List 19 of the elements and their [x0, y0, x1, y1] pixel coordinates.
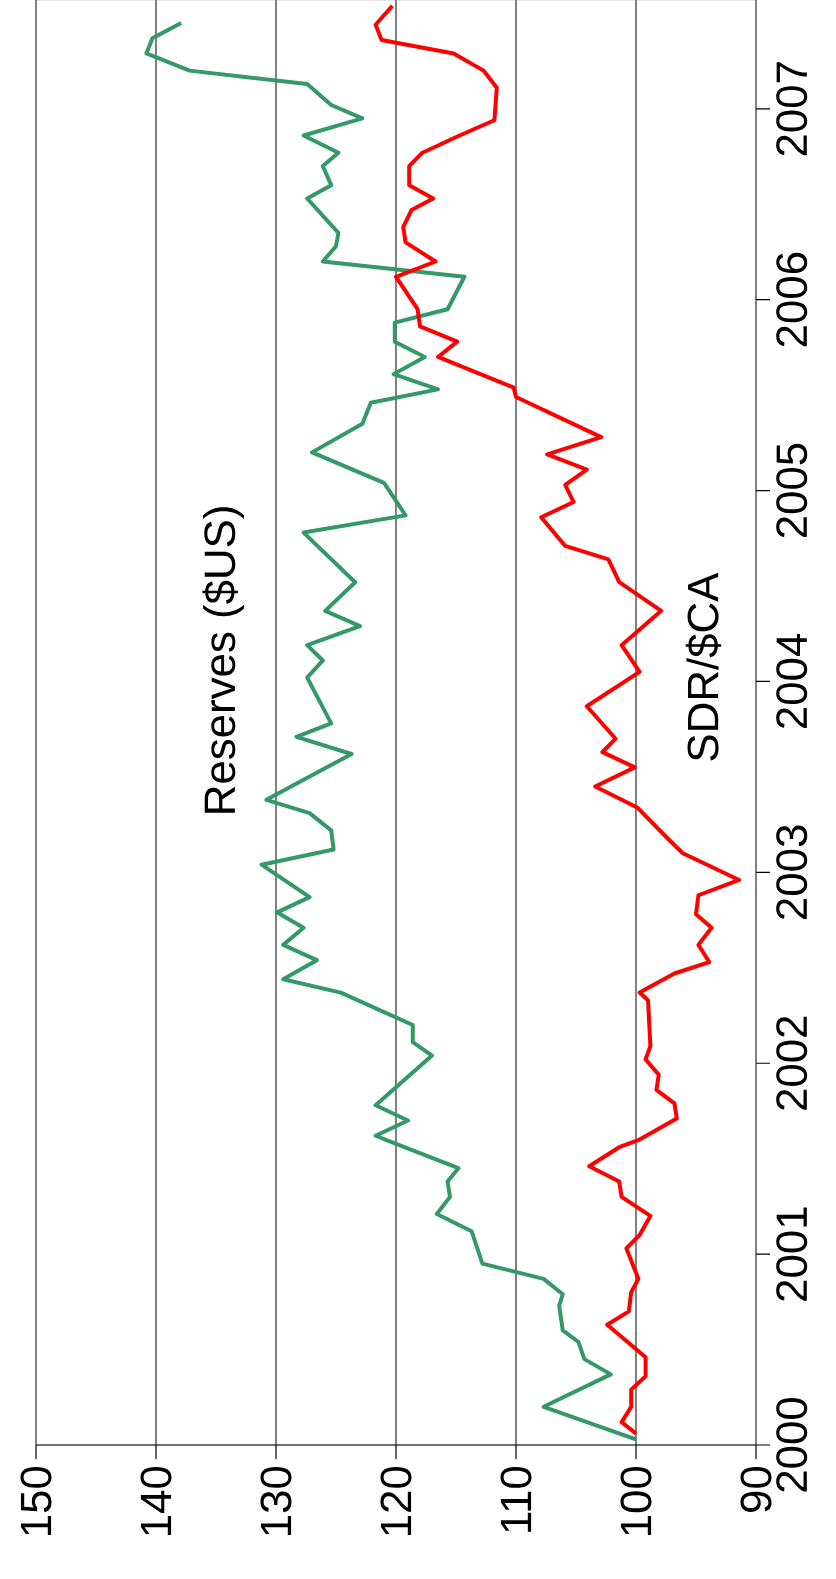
y-tick-label: 2007	[776, 62, 808, 156]
x-tick-label: 150	[20, 1466, 52, 1535]
y-tick-label: 2002	[776, 1016, 808, 1110]
y-tick-label: 2005	[776, 443, 808, 538]
y-tick-label: 2000	[776, 1397, 808, 1492]
y-tick-label: 2004	[776, 634, 808, 729]
x-tick-label: 140	[140, 1466, 172, 1535]
y-tick-label: 2006	[776, 252, 808, 347]
line-series	[144, 20, 638, 1442]
y-tick-label: 2001	[776, 1207, 808, 1301]
x-tick-label: 90	[740, 1466, 772, 1512]
y-tick-label: 2003	[776, 825, 808, 919]
text: Reserves ($US)	[202, 507, 244, 813]
x-tick-label: 120	[380, 1466, 412, 1535]
x-tick-label: 110	[500, 1466, 532, 1532]
x-tick-label: 130	[260, 1466, 292, 1535]
x-tick-label: 100	[620, 1466, 652, 1535]
line-series	[373, 3, 742, 1436]
text: SDR/$CA	[685, 572, 722, 761]
